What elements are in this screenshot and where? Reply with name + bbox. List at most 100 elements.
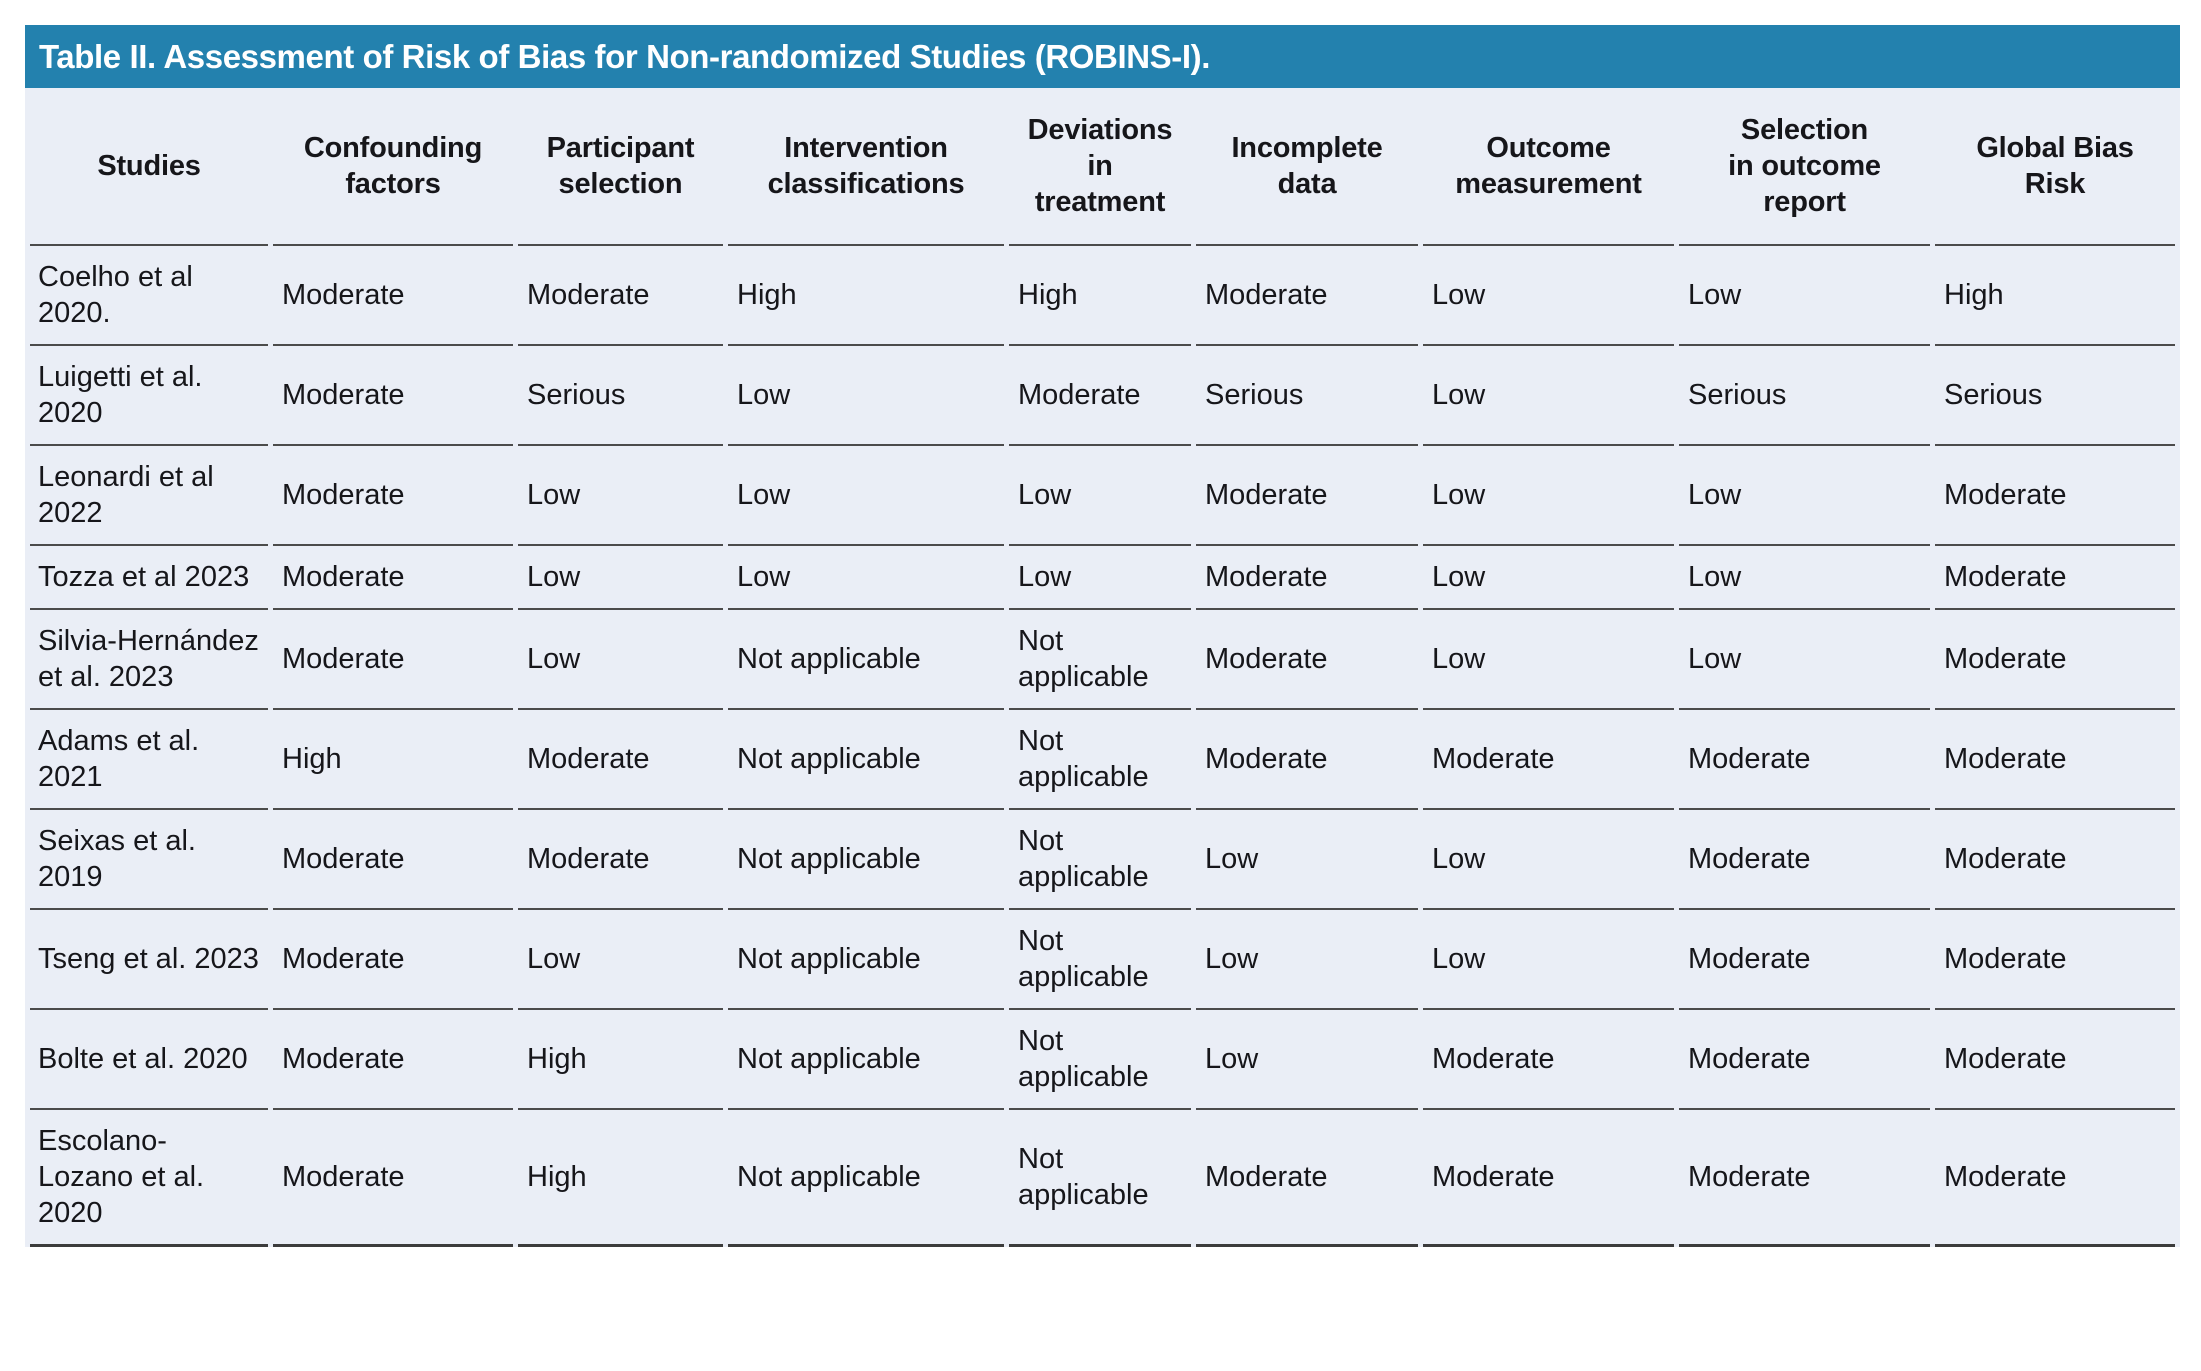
risk-cell: Moderate [518, 710, 723, 810]
risk-cell: Moderate [1935, 910, 2175, 1010]
table-title-bar: Table II. Assessment of Risk of Bias for… [25, 25, 2180, 88]
risk-cell: Moderate [273, 446, 513, 546]
risk-cell: Not applicable [728, 910, 1004, 1010]
risk-cell: Low [1679, 610, 1930, 710]
column-header-global-bias-risk: Global Bias Risk [1935, 88, 2175, 246]
risk-cell: Low [1423, 446, 1674, 546]
risk-cell: Moderate [273, 346, 513, 446]
risk-cell: Moderate [518, 810, 723, 910]
risk-cell: Serious [1196, 346, 1418, 446]
table-row: Adams et al. 2021 High Moderate Not appl… [30, 710, 2175, 810]
study-name-cell: Bolte et al. 2020 [30, 1010, 268, 1110]
risk-cell: Moderate [273, 610, 513, 710]
risk-cell: Moderate [1423, 1110, 1674, 1247]
risk-cell: Moderate [1935, 710, 2175, 810]
risk-cell: Not applicable [1009, 610, 1191, 710]
risk-cell: Not applicable [728, 810, 1004, 910]
study-name-cell: Coelho et al 2020. [30, 246, 268, 346]
column-header-outcome-measurement: Outcome measurement [1423, 88, 1674, 246]
table-row: Tozza et al 2023 Moderate Low Low Low Mo… [30, 546, 2175, 610]
table-row: Silvia-Hernández et al. 2023 Moderate Lo… [30, 610, 2175, 710]
risk-cell: Moderate [1679, 910, 1930, 1010]
column-header-deviations-in-treatment: Deviations in treatment [1009, 88, 1191, 246]
risk-cell: Low [1423, 810, 1674, 910]
risk-cell: Not applicable [1009, 710, 1191, 810]
risk-cell: Moderate [518, 246, 723, 346]
risk-cell: Not applicable [728, 1110, 1004, 1247]
table-row: Escolano-Lozano et al. 2020 Moderate Hig… [30, 1110, 2175, 1247]
risk-cell: Moderate [1009, 346, 1191, 446]
risk-of-bias-table: Studies Confounding factors Participant … [25, 88, 2180, 1247]
study-name-cell: Tseng et al. 2023 [30, 910, 268, 1010]
column-header-studies: Studies [30, 88, 268, 246]
column-header-incomplete-data: Incomplete data [1196, 88, 1418, 246]
risk-cell: Not applicable [1009, 1110, 1191, 1247]
risk-cell: High [728, 246, 1004, 346]
risk-cell: Not applicable [728, 610, 1004, 710]
table-row: Tseng et al. 2023 Moderate Low Not appli… [30, 910, 2175, 1010]
risk-cell: Serious [1935, 346, 2175, 446]
header-row: Studies Confounding factors Participant … [30, 88, 2175, 246]
risk-cell: Moderate [1423, 1010, 1674, 1110]
risk-cell: Low [1679, 546, 1930, 610]
table-row: Bolte et al. 2020 Moderate High Not appl… [30, 1010, 2175, 1110]
risk-cell: Moderate [1935, 1010, 2175, 1110]
risk-cell: High [1009, 246, 1191, 346]
study-name-cell: Luigetti et al. 2020 [30, 346, 268, 446]
risk-cell: Not applicable [728, 710, 1004, 810]
study-name-cell: Leonardi et al 2022 [30, 446, 268, 546]
risk-cell: Low [518, 910, 723, 1010]
risk-cell: Moderate [273, 246, 513, 346]
column-header-intervention-classifications: Intervention classifications [728, 88, 1004, 246]
risk-cell: Moderate [1196, 610, 1418, 710]
risk-cell: Moderate [1196, 710, 1418, 810]
risk-cell: Not applicable [728, 1010, 1004, 1110]
risk-cell: Low [1196, 1010, 1418, 1110]
risk-cell: Moderate [1679, 710, 1930, 810]
risk-cell: Moderate [1679, 1110, 1930, 1247]
risk-cell: Moderate [1196, 246, 1418, 346]
risk-cell: Not applicable [1009, 810, 1191, 910]
table-title: Table II. Assessment of Risk of Bias for… [39, 37, 1211, 75]
risk-cell: Moderate [1196, 546, 1418, 610]
risk-cell: Serious [518, 346, 723, 446]
table-row: Coelho et al 2020. Moderate Moderate Hig… [30, 246, 2175, 346]
table-row: Leonardi et al 2022 Moderate Low Low Low… [30, 446, 2175, 546]
column-header-participant-selection: Participant selection [518, 88, 723, 246]
risk-cell: Low [1423, 346, 1674, 446]
risk-cell: Low [1423, 910, 1674, 1010]
risk-cell: Low [728, 446, 1004, 546]
risk-cell: Moderate [273, 1110, 513, 1247]
risk-cell: Low [1423, 546, 1674, 610]
table-row: Seixas et al. 2019 Moderate Moderate Not… [30, 810, 2175, 910]
risk-cell: Moderate [1935, 446, 2175, 546]
study-name-cell: Adams et al. 2021 [30, 710, 268, 810]
robins-table-container: Table II. Assessment of Risk of Bias for… [25, 25, 2180, 1247]
risk-cell: Moderate [1935, 610, 2175, 710]
risk-cell: Low [518, 610, 723, 710]
table-row: Luigetti et al. 2020 Moderate Serious Lo… [30, 346, 2175, 446]
risk-cell: Moderate [273, 910, 513, 1010]
risk-cell: Low [728, 546, 1004, 610]
risk-cell: Low [1196, 910, 1418, 1010]
risk-cell: Moderate [273, 810, 513, 910]
risk-cell: Low [728, 346, 1004, 446]
risk-cell: Low [1423, 610, 1674, 710]
risk-cell: High [1935, 246, 2175, 346]
risk-cell: High [518, 1010, 723, 1110]
study-name-cell: Silvia-Hernández et al. 2023 [30, 610, 268, 710]
risk-cell: Moderate [273, 1010, 513, 1110]
risk-cell: High [518, 1110, 723, 1247]
column-header-confounding-factors: Confounding factors [273, 88, 513, 246]
risk-cell: Low [1196, 810, 1418, 910]
risk-cell: Low [1009, 446, 1191, 546]
risk-cell: Low [1679, 446, 1930, 546]
risk-cell: Moderate [1679, 810, 1930, 910]
risk-cell: Serious [1679, 346, 1930, 446]
study-name-cell: Escolano-Lozano et al. 2020 [30, 1110, 268, 1247]
risk-cell: Moderate [1935, 546, 2175, 610]
risk-cell: Not applicable [1009, 910, 1191, 1010]
study-name-cell: Tozza et al 2023 [30, 546, 268, 610]
column-header-selection-in-outcome-report: Selection in outcome report [1679, 88, 1930, 246]
risk-cell: High [273, 710, 513, 810]
